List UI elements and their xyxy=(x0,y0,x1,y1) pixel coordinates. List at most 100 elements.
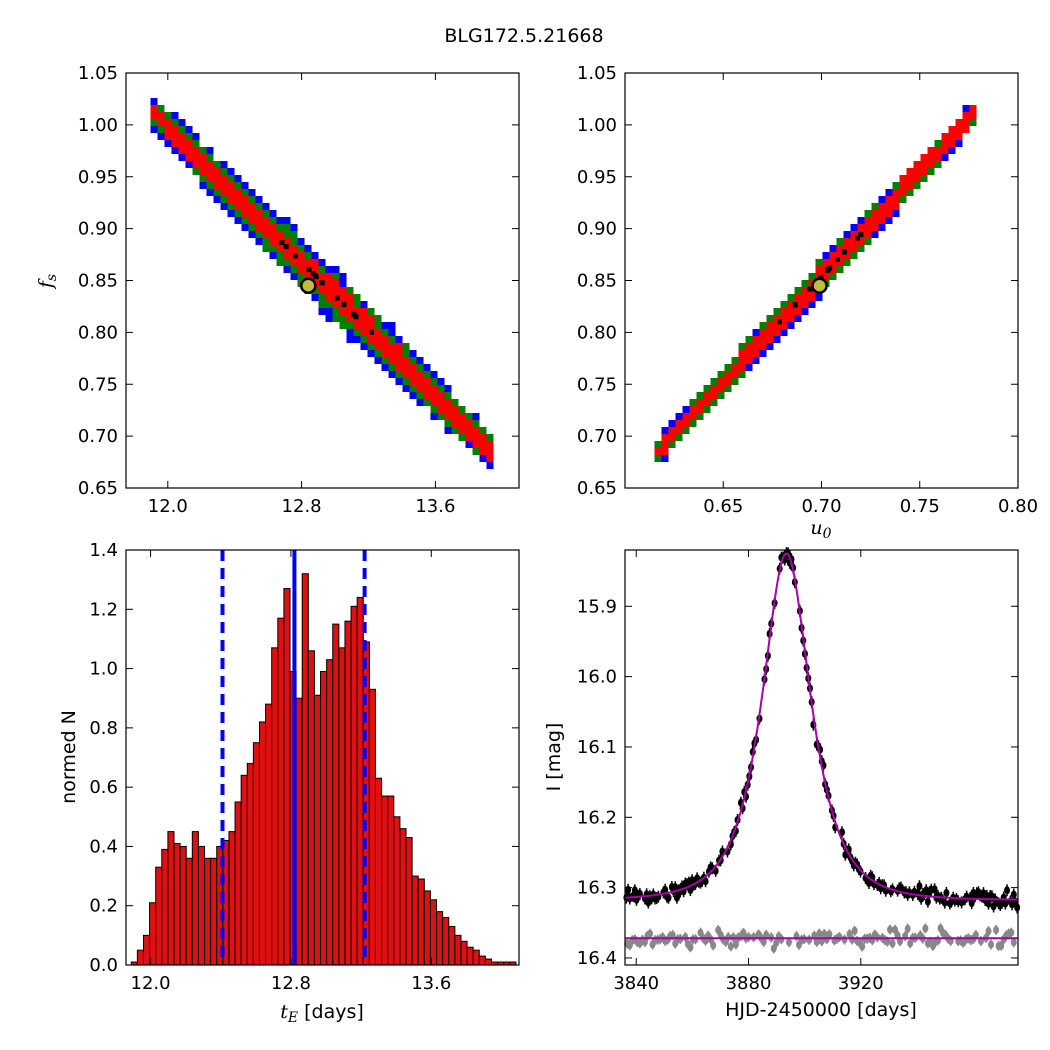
sigma2-cell xyxy=(388,336,396,343)
sigma1-cell xyxy=(381,350,389,357)
sigma2-cell xyxy=(710,399,718,406)
sigma3-cell xyxy=(381,322,389,329)
sigma2-cell xyxy=(934,161,942,168)
sigma2-cell xyxy=(416,364,424,371)
sigma3-cell xyxy=(829,245,837,252)
sigma3-cell xyxy=(283,266,291,273)
histogram-bar xyxy=(405,837,413,966)
sigma1-cell xyxy=(325,287,333,294)
sigma1-cell xyxy=(304,259,312,266)
sigma3-cell xyxy=(325,308,333,315)
sigma1-cell xyxy=(801,287,809,294)
data-point xyxy=(916,882,923,891)
sigma2-cell xyxy=(794,287,802,294)
sigma1-cell xyxy=(444,413,452,420)
sigma2-cell xyxy=(759,322,767,329)
sigma1-cell xyxy=(738,350,746,357)
sigma1-cell xyxy=(395,357,403,364)
sigma3-cell xyxy=(318,259,326,266)
histogram-bar xyxy=(387,795,395,966)
sigma1-cell xyxy=(339,287,347,294)
sigma1-cell xyxy=(948,140,956,147)
sigma3-cell xyxy=(822,252,830,259)
sigma3-cell xyxy=(409,392,417,399)
sigma2-cell xyxy=(171,119,179,126)
sigma1-cell xyxy=(423,378,431,385)
sigma1-cell xyxy=(458,413,466,420)
sigma1-cell xyxy=(752,336,760,343)
data-point xyxy=(968,899,975,908)
sigma1-cell xyxy=(164,119,172,126)
sigma1-cell xyxy=(164,133,172,140)
sigma1-cell xyxy=(892,203,900,210)
sigma1-cell xyxy=(962,126,970,133)
sigma2-cell xyxy=(353,294,361,301)
y-tick-label: 0.6 xyxy=(89,777,118,798)
sigma1-cell xyxy=(724,378,732,385)
sigma1-cell xyxy=(339,308,347,315)
sigma1-cell xyxy=(724,371,732,378)
sigma1-cell xyxy=(857,238,865,245)
sigma3-cell xyxy=(290,273,298,280)
sigma1-cell xyxy=(759,343,767,350)
sigma1-cell xyxy=(255,210,263,217)
sigma1-cell xyxy=(479,448,487,455)
sigma1-cell xyxy=(850,245,858,252)
sigma2-cell xyxy=(409,385,417,392)
sigma2-cell xyxy=(850,252,858,259)
histogram-bar xyxy=(411,875,419,966)
x-tick-label: 12.0 xyxy=(131,973,171,994)
sigma2-cell xyxy=(430,406,438,413)
data-point xyxy=(631,886,638,895)
sigma1-cell xyxy=(920,161,928,168)
sigma1-cell xyxy=(178,140,186,147)
residual-point xyxy=(813,937,820,946)
sigma1-cell xyxy=(780,308,788,315)
sigma1-cell xyxy=(437,399,445,406)
sigma2-cell xyxy=(864,210,872,217)
sigma2-cell xyxy=(402,343,410,350)
sigma2-cell xyxy=(430,378,438,385)
sigma1-cell xyxy=(234,203,242,210)
y-tick-label: 0.0 xyxy=(89,955,118,976)
histogram-bar xyxy=(350,605,358,966)
x-tick-label: 0.80 xyxy=(998,496,1038,517)
sigma2-cell xyxy=(332,315,340,322)
x-tick-label: 3920 xyxy=(838,973,884,994)
sigma1-cell xyxy=(661,434,669,441)
sigma3-cell xyxy=(444,385,452,392)
sigma2-cell xyxy=(913,182,921,189)
sigma1-cell xyxy=(402,357,410,364)
sigma1-cell xyxy=(325,273,333,280)
sigma3-cell xyxy=(150,126,158,133)
y-tick-label: 1.05 xyxy=(78,63,118,84)
x-tick-label: 3880 xyxy=(726,973,772,994)
sigma1-cell xyxy=(934,147,942,154)
sigma3-cell xyxy=(164,140,172,147)
sigma1-cell xyxy=(759,336,767,343)
sigma3-cell xyxy=(318,308,326,315)
sigma2-cell xyxy=(227,175,235,182)
sigma1-cell xyxy=(451,406,459,413)
sigma2-cell xyxy=(290,238,298,245)
sigma3-cell xyxy=(241,224,249,231)
sigma2-cell xyxy=(192,140,200,147)
sigma1-cell xyxy=(353,308,361,315)
sigma1-cell xyxy=(234,196,242,203)
y-tick-label: 0.70 xyxy=(577,426,617,447)
y-tick-label: 0.8 xyxy=(89,718,118,739)
x-tick-label: 0.65 xyxy=(703,496,743,517)
sigma2-cell xyxy=(486,434,494,441)
sigma1-cell xyxy=(283,252,291,259)
sigma1-cell xyxy=(815,266,823,273)
sigma1-cell xyxy=(171,126,179,133)
sigma1-cell xyxy=(423,392,431,399)
sigma3-cell xyxy=(178,154,186,161)
sigma1-cell xyxy=(220,175,228,182)
sigma1-cell xyxy=(388,357,396,364)
light-curve-axes-frame xyxy=(624,549,1019,966)
sigma1-cell xyxy=(416,385,424,392)
sigma3-cell xyxy=(850,224,858,231)
sigma1-cell xyxy=(395,350,403,357)
sigma3-cell xyxy=(661,455,669,462)
